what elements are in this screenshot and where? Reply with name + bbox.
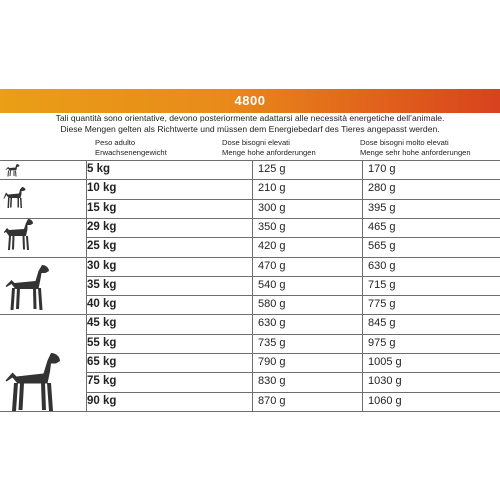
table-row: 35 kg 540 g 715 g bbox=[0, 276, 500, 295]
beagle-dog-icon bbox=[3, 184, 27, 210]
weight-cell: 5 kg bbox=[87, 163, 111, 175]
very-high-dose-cell: 630 g bbox=[368, 259, 396, 272]
product-banner: 4800 bbox=[0, 89, 500, 113]
high-dose-cell: 735 g bbox=[258, 336, 286, 349]
high-dose-cell: 870 g bbox=[258, 394, 286, 407]
table-row: 45 kg 630 g 845 g bbox=[0, 314, 500, 333]
column-divider bbox=[362, 160, 363, 411]
very-high-dose-cell: 170 g bbox=[368, 163, 396, 175]
row-divider bbox=[0, 160, 500, 161]
high-dose-cell: 630 g bbox=[258, 317, 286, 330]
header-high-it: Dose bisogni elevati bbox=[222, 138, 290, 147]
high-dose-cell: 790 g bbox=[258, 356, 286, 368]
weight-cell: 30 kg bbox=[87, 259, 117, 272]
weight-cell: 45 kg bbox=[87, 317, 117, 330]
very-high-dose-cell: 395 g bbox=[368, 201, 396, 214]
high-dose-cell: 300 g bbox=[258, 201, 286, 214]
header-weight-de: Erwachsenengewicht bbox=[95, 147, 167, 157]
header-weight: Peso adulto Erwachsenengewicht bbox=[95, 138, 167, 157]
row-divider bbox=[86, 295, 500, 297]
row-divider bbox=[86, 333, 500, 335]
table-row: 30 kg 470 g 630 g bbox=[0, 257, 500, 276]
medium-dog-icon bbox=[3, 217, 37, 253]
column-divider bbox=[252, 160, 253, 411]
row-divider bbox=[86, 372, 500, 374]
giant-dog-icon bbox=[3, 352, 69, 414]
table-row: 25 kg 420 g 565 g bbox=[0, 237, 500, 256]
header-very-high-dose: Dose bisogni molto elevati Menge sehr ho… bbox=[360, 138, 471, 157]
feeding-notes: Tali quantità sono orientative, devono p… bbox=[0, 113, 500, 134]
very-high-dose-cell: 565 g bbox=[368, 240, 396, 253]
row-divider bbox=[0, 314, 500, 316]
high-dose-cell: 540 g bbox=[258, 278, 286, 291]
header-high-dose: Dose bisogni elevati Menge hohe anforder… bbox=[222, 138, 316, 157]
row-divider bbox=[0, 256, 500, 258]
very-high-dose-cell: 465 g bbox=[368, 220, 396, 233]
high-dose-cell: 350 g bbox=[258, 220, 286, 233]
high-dose-cell: 830 g bbox=[258, 375, 286, 388]
very-high-dose-cell: 845 g bbox=[368, 317, 396, 330]
header-weight-it: Peso adulto bbox=[95, 138, 136, 147]
very-high-dose-cell: 1005 g bbox=[368, 356, 402, 368]
very-high-dose-cell: 1060 g bbox=[368, 394, 402, 407]
large-dog-icon bbox=[3, 263, 55, 313]
weight-cell: 10 kg bbox=[87, 182, 117, 195]
weight-cell: 90 kg bbox=[87, 394, 117, 407]
header-high-de: Menge hohe anforderungen bbox=[222, 147, 316, 157]
row-divider bbox=[0, 179, 500, 181]
table-row: 55 kg 735 g 975 g bbox=[0, 334, 500, 353]
small-dog-icon bbox=[3, 162, 21, 178]
weight-cell: 65 kg bbox=[87, 356, 117, 368]
row-divider bbox=[86, 275, 500, 277]
weight-cell: 15 kg bbox=[87, 201, 117, 214]
weight-cell: 55 kg bbox=[87, 336, 117, 349]
row-divider bbox=[86, 237, 500, 239]
table-row: 75 kg 830 g 1030 g bbox=[0, 372, 500, 391]
table-row: 65 kg 790 g 1005 g bbox=[0, 353, 500, 372]
table-row: 5 kg 125 g 170 g bbox=[0, 160, 500, 179]
high-dose-cell: 470 g bbox=[258, 259, 286, 272]
note-german: Diese Mengen gelten als Richtwerte und m… bbox=[60, 123, 440, 134]
weight-cell: 35 kg bbox=[87, 278, 117, 291]
table-row: 90 kg 870 g 1060 g bbox=[0, 392, 500, 411]
table-row: 10 kg 210 g 280 g bbox=[0, 179, 500, 198]
very-high-dose-cell: 975 g bbox=[368, 336, 396, 349]
table-row: 40 kg 580 g 775 g bbox=[0, 295, 500, 314]
very-high-dose-cell: 1030 g bbox=[368, 375, 402, 388]
table-row: 15 kg 300 g 395 g bbox=[0, 199, 500, 218]
weight-cell: 40 kg bbox=[87, 298, 117, 311]
row-divider bbox=[0, 410, 500, 412]
header-very-high-it: Dose bisogni molto elevati bbox=[360, 138, 449, 147]
very-high-dose-cell: 715 g bbox=[368, 278, 396, 291]
high-dose-cell: 125 g bbox=[258, 163, 286, 175]
very-high-dose-cell: 775 g bbox=[368, 298, 396, 311]
product-code: 4800 bbox=[234, 93, 266, 108]
row-divider bbox=[86, 198, 500, 200]
note-italian: Tali quantità sono orientative, devono p… bbox=[55, 113, 445, 123]
high-dose-cell: 210 g bbox=[258, 182, 286, 195]
row-divider bbox=[0, 217, 500, 219]
row-divider bbox=[86, 353, 500, 354]
header-very-high-de: Menge sehr hohe anforderungen bbox=[360, 147, 471, 157]
high-dose-cell: 580 g bbox=[258, 298, 286, 311]
table-row: 29 kg 350 g 465 g bbox=[0, 218, 500, 237]
very-high-dose-cell: 280 g bbox=[368, 182, 396, 195]
row-divider bbox=[86, 391, 500, 393]
column-divider bbox=[86, 160, 87, 411]
weight-cell: 29 kg bbox=[87, 220, 117, 233]
weight-cell: 75 kg bbox=[87, 375, 117, 388]
high-dose-cell: 420 g bbox=[258, 240, 286, 253]
weight-cell: 25 kg bbox=[87, 240, 117, 253]
